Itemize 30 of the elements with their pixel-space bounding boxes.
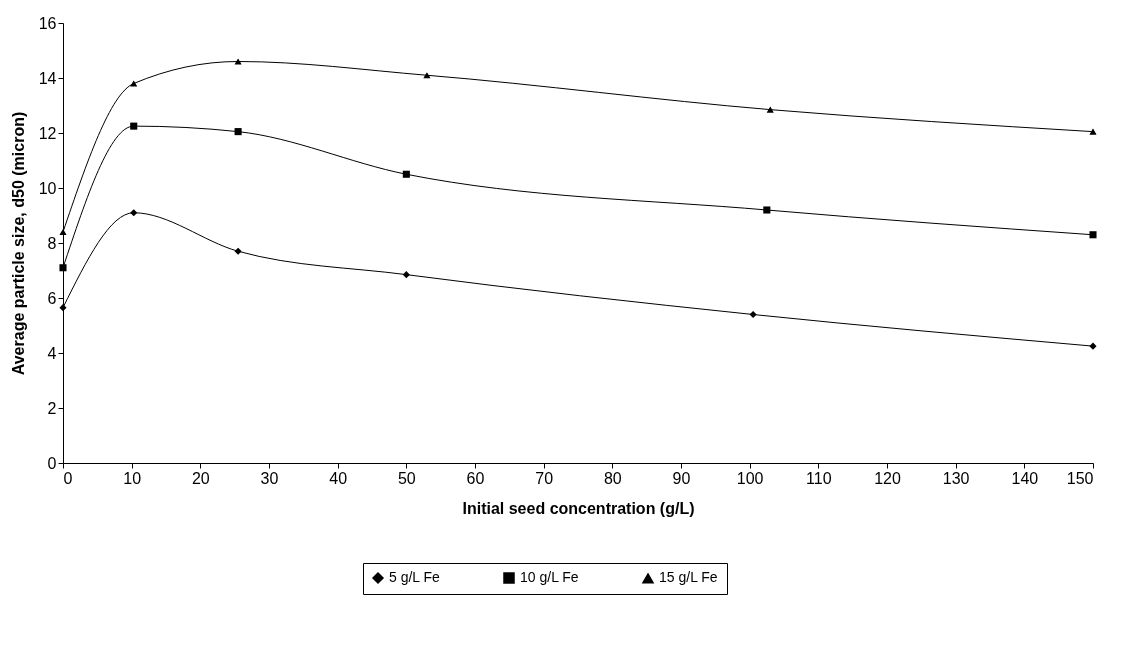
y-tick-label: 14 bbox=[38, 69, 57, 87]
y-tick-label: 10 bbox=[38, 179, 57, 197]
x-tick-label: 110 bbox=[806, 469, 832, 487]
x-tick-label: 130 bbox=[942, 469, 970, 487]
y-axis-title: Average particle size, d50 (micron) bbox=[9, 111, 27, 376]
x-tick-label: 120 bbox=[874, 469, 901, 487]
x-tick-label: 90 bbox=[672, 469, 691, 487]
y-tick-label: 4 bbox=[47, 344, 57, 362]
x-tick-label: 70 bbox=[535, 469, 554, 487]
y-tick-label: 8 bbox=[47, 234, 57, 252]
y-tick-label: 6 bbox=[47, 289, 57, 307]
x-tick-label: 20 bbox=[191, 469, 210, 487]
x-tick-label: 80 bbox=[603, 469, 622, 487]
x-tick-label: 100 bbox=[736, 469, 764, 487]
y-tick-label: 0 bbox=[47, 454, 57, 472]
x-tick-label: 60 bbox=[466, 469, 485, 487]
legend-label: 10 g/L Fe bbox=[520, 569, 579, 585]
x-tick-label: 150 bbox=[1066, 469, 1094, 487]
x-tick-label: 0 bbox=[63, 469, 73, 487]
x-tick-label: 30 bbox=[260, 469, 279, 487]
x-tick-label: 10 bbox=[123, 469, 142, 487]
legend-label: 15 g/L Fe bbox=[659, 569, 718, 586]
legend-label: 5 g/L Fe bbox=[389, 569, 441, 585]
x-axis-title: Initial seed concentration (g/L) bbox=[462, 499, 695, 517]
y-tick-label: 2 bbox=[47, 399, 57, 417]
x-tick-label: 40 bbox=[329, 469, 348, 487]
y-tick-label: 16 bbox=[38, 14, 57, 32]
x-tick-label: 50 bbox=[397, 469, 416, 487]
y-tick-label: 12 bbox=[38, 124, 57, 142]
x-tick-label: 140 bbox=[1011, 469, 1039, 487]
